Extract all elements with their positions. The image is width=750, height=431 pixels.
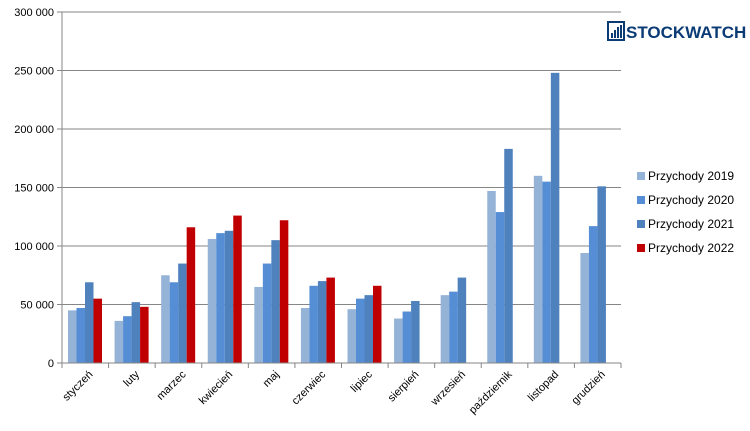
bar [68, 310, 77, 363]
bar [394, 318, 403, 363]
legend-label: Przychody 2021 [648, 217, 734, 231]
y-tick-label: 100 000 [14, 241, 54, 253]
legend-swatch [637, 172, 645, 180]
x-tick-label: grudzień [570, 369, 608, 407]
bar [216, 233, 225, 363]
x-tick-label: styczeń [61, 369, 96, 404]
x-tick-label: lipiec [349, 368, 376, 395]
bar [140, 306, 149, 363]
bar [76, 308, 85, 363]
x-tick-label: listopad [526, 369, 561, 404]
bar [178, 263, 187, 363]
bar [487, 191, 496, 363]
bar [271, 240, 280, 363]
axes [61, 12, 622, 368]
bar [356, 298, 365, 363]
y-tick-label: 50 000 [20, 300, 54, 312]
y-tick-label: 300 000 [14, 7, 54, 19]
bar [440, 295, 450, 363]
legend-label: Przychody 2019 [648, 169, 734, 183]
y-tick-label: 150 000 [14, 183, 54, 195]
gridlines [57, 11, 621, 364]
logo-text: STOCKWATCH [626, 23, 746, 42]
bar [457, 277, 467, 363]
x-tick-label: czerwiec [290, 368, 329, 407]
legend-label: Przychody 2020 [648, 193, 734, 207]
x-tick-label: październik [467, 368, 515, 416]
x-tick-label: wrzesień [428, 369, 468, 409]
bar [411, 300, 420, 363]
bar [402, 311, 412, 363]
y-axis-tick-labels: 0 50 000 100 000 150 000 200 000 250 000 300 0… [14, 7, 54, 370]
bar [309, 285, 318, 363]
x-tick-label: maj [261, 369, 282, 390]
bar [169, 282, 179, 363]
bar [597, 186, 606, 363]
bar [300, 308, 310, 363]
legend-label: Przychody 2022 [648, 241, 734, 255]
x-axis-tick-labels: styczeń luty marzec kwiecień maj czerwiec lipi… [61, 368, 608, 416]
logo: STOCKWATCH [607, 21, 746, 42]
y-tick-label: 0 [48, 358, 54, 370]
bar [317, 281, 327, 363]
bar [580, 253, 589, 363]
bar [186, 227, 196, 363]
bar [279, 220, 289, 363]
legend: Przychody 2019 Przychody 2020 Przychody 20… [637, 169, 734, 255]
x-tick-label: sierpień [386, 369, 422, 405]
legend-swatch [637, 244, 645, 252]
bar [550, 72, 560, 363]
x-tick-label: kwiecień [197, 369, 235, 407]
bar [224, 230, 234, 363]
bars [68, 72, 606, 363]
bar [262, 263, 272, 363]
bar [373, 285, 382, 363]
stockwatch-chart-icon [607, 21, 625, 41]
y-tick-label: 250 000 [14, 66, 54, 78]
legend-swatch [637, 220, 645, 228]
bar [161, 275, 170, 363]
bar [588, 226, 598, 363]
bar [233, 215, 242, 363]
legend-swatch [637, 196, 645, 204]
bar [123, 316, 132, 363]
bar [533, 175, 543, 363]
bar [207, 238, 217, 363]
bar [326, 277, 335, 363]
y-tick-label: 200 000 [14, 124, 54, 136]
bar [93, 298, 102, 363]
x-tick-label: marzec [155, 368, 189, 402]
x-tick-label: luty [121, 368, 142, 389]
bar [254, 286, 263, 363]
bar [542, 181, 551, 363]
bar [85, 282, 94, 363]
bar [364, 295, 373, 363]
bar [449, 291, 458, 363]
bar [347, 309, 356, 363]
bar [114, 320, 124, 363]
bar [504, 148, 513, 363]
bar [131, 302, 141, 363]
bar [495, 212, 505, 363]
